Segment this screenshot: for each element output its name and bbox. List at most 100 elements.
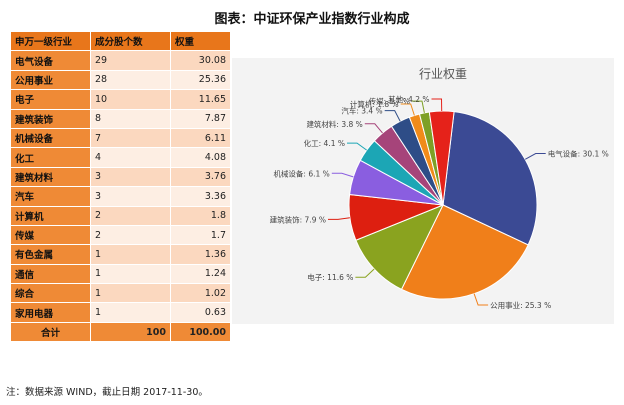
industry-cell: 机械设备	[10, 127, 91, 149]
count-cell: 3	[90, 186, 171, 207]
count-cell: 3	[90, 166, 171, 188]
table-row: 通信 1 1.24	[10, 263, 231, 285]
table-row: 建筑装饰 8 7.87	[10, 108, 231, 129]
table-row: 公用事业 28 25.36	[10, 69, 231, 91]
industry-cell: 化工	[10, 147, 91, 168]
leader-line	[412, 100, 425, 113]
total-count: 100	[90, 321, 171, 343]
industry-cell: 公用事业	[10, 69, 91, 91]
slice-label: 机械设备: 6.1 %	[273, 168, 329, 178]
chart-title: 行业权重	[419, 67, 467, 81]
table-row: 综合 1 1.02	[10, 283, 231, 304]
count-cell: 2	[90, 224, 171, 246]
industry-cell: 传媒	[10, 224, 91, 246]
table-header-row: 申万一级行业 成分股个数 权重	[10, 30, 231, 52]
weight-cell: 25.36	[170, 69, 231, 91]
industry-cell: 建筑材料	[10, 166, 91, 188]
leader-lines	[328, 98, 546, 306]
leader-line	[364, 123, 383, 134]
slice-label: 化工: 4.1 %	[304, 138, 345, 148]
leader-line	[355, 268, 375, 278]
figure-title: 图表：中证环保产业指数行业构成	[214, 12, 410, 27]
table-total-row: 合计 100 100.00	[10, 321, 231, 343]
industry-cell: 家用电器	[10, 302, 91, 323]
leader-line	[431, 98, 443, 112]
weight-cell: 3.76	[170, 166, 231, 188]
weight-cell: 1.36	[170, 244, 231, 265]
table-row: 建筑材料 3 3.76	[10, 166, 231, 188]
count-cell: 1	[90, 263, 171, 285]
industry-cell: 电子	[10, 89, 91, 110]
industry-cell: 汽车	[10, 186, 91, 207]
total-weight: 100.00	[170, 321, 231, 343]
weight-cell: 11.65	[170, 89, 231, 110]
table-row: 电气设备 29 30.08	[10, 50, 231, 71]
table-row: 化工 4 4.08	[10, 147, 231, 168]
slice-label: 建筑材料: 3.8 %	[306, 119, 362, 129]
pie-slice	[442, 111, 538, 246]
pie-slice	[428, 110, 455, 206]
slice-label: 电气设备: 30.1 %	[548, 149, 609, 159]
weight-cell: 1.02	[170, 283, 231, 304]
pie-slice	[400, 204, 529, 300]
leader-line	[473, 293, 489, 306]
slice-label: 传媒: 1.7 %	[369, 96, 410, 106]
leader-line	[524, 153, 546, 160]
slice-label: 汽车: 3.4 %	[341, 106, 382, 116]
pie-slice	[355, 204, 445, 291]
slice-label: 其他: 4.2 %	[388, 94, 429, 104]
weight-cell: 4.08	[170, 147, 231, 168]
count-cell: 10	[90, 89, 171, 110]
weight-cell: 30.08	[170, 50, 231, 71]
footnote: 注：数据来源 WIND，截止日期 2017-11-30。	[6, 387, 208, 398]
industry-cell: 有色金属	[10, 244, 91, 265]
industry-cell: 建筑装饰	[10, 108, 91, 129]
weight-cell: 6.11	[170, 127, 231, 149]
industry-cell: 电气设备	[10, 50, 91, 71]
industry-table: 申万一级行业 成分股个数 权重 电气设备 29 30.08 公用事业 28 25.36 电子…	[10, 30, 231, 343]
weight-cell: 0.63	[170, 302, 231, 323]
slice-label: 电子: 11.6 %	[307, 272, 353, 282]
header-weight: 权重	[170, 30, 231, 52]
count-cell: 7	[90, 127, 171, 149]
slice-label: 公用事业: 25.3 %	[490, 300, 551, 310]
slice-label: 建筑装饰: 7.9 %	[270, 214, 326, 224]
leader-line	[328, 217, 350, 220]
count-cell: 1	[90, 302, 171, 323]
table-row: 计算机 2 1.8	[10, 205, 231, 226]
count-cell: 4	[90, 147, 171, 168]
count-cell: 29	[90, 50, 171, 71]
leader-line	[384, 110, 401, 122]
leader-line	[331, 172, 354, 178]
slice-labels: 电气设备: 30.1 % 公用事业: 25.3 % 电子: 11.6 % 建筑装饰: …	[270, 94, 609, 310]
slice-label: 计算机: 1.8 %	[350, 99, 399, 109]
weight-cell: 3.36	[170, 186, 231, 207]
count-cell: 1	[90, 283, 171, 304]
industry-cell: 计算机	[10, 205, 91, 226]
count-cell: 1	[90, 244, 171, 265]
header-count: 成分股个数	[90, 30, 171, 52]
weight-cell: 1.24	[170, 263, 231, 285]
table-row: 家用电器 1 0.63	[10, 302, 231, 323]
table-row: 机械设备 7 6.11	[10, 127, 231, 149]
industry-cell: 通信	[10, 263, 91, 285]
weight-cell: 1.8	[170, 205, 231, 226]
table-row: 电子 10 11.65	[10, 89, 231, 110]
pie-chart: 行业权重 电气设备: 30.1 % 公用事业: 25.3 % 电子: 11.6 % 建…	[270, 67, 609, 310]
count-cell: 8	[90, 108, 171, 129]
table-body: 电气设备 29 30.08 公用事业 28 25.36 电子 10 11.65 建筑装饰 8 7.87…	[10, 50, 231, 343]
total-label: 合计	[10, 321, 91, 343]
weight-cell: 7.87	[170, 108, 231, 129]
industry-cell: 综合	[10, 283, 91, 304]
count-cell: 28	[90, 69, 171, 91]
pie-slices	[348, 110, 538, 300]
table-row: 传媒 2 1.7	[10, 224, 231, 246]
count-cell: 2	[90, 205, 171, 226]
table-row: 汽车 3 3.36	[10, 186, 231, 207]
chart-panel: 行业权重 电气设备: 30.1 % 公用事业: 25.3 % 电子: 11.6 % 建…	[232, 58, 614, 324]
leader-line	[400, 103, 415, 116]
header-industry: 申万一级行业	[10, 30, 91, 52]
leader-line	[347, 142, 367, 151]
table-row: 有色金属 1 1.36	[10, 244, 231, 265]
weight-cell: 1.7	[170, 224, 231, 246]
